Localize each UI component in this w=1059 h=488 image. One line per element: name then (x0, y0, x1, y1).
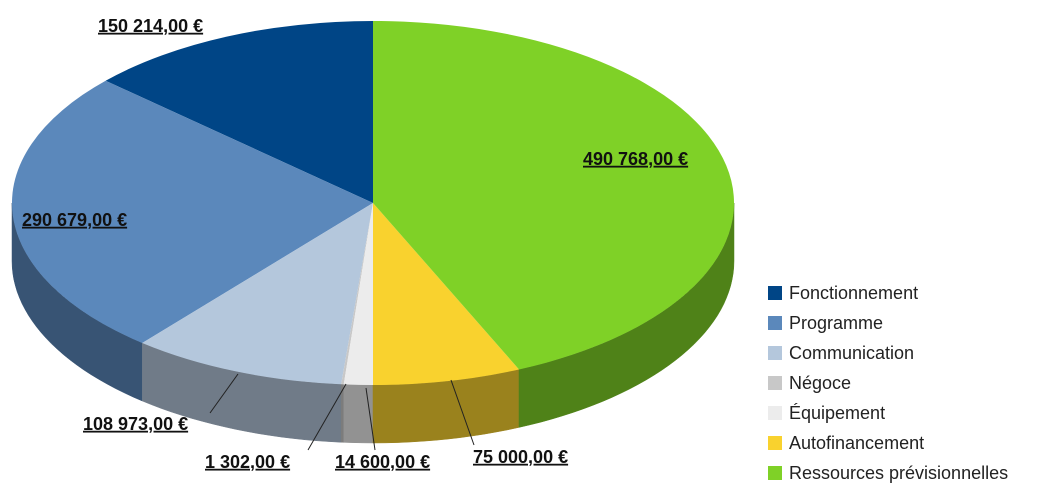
legend-swatch (768, 346, 782, 360)
slice (343, 203, 373, 385)
value-label: 490 768,00 € (583, 149, 688, 169)
leader-line (307, 383, 347, 451)
legend-label: Communication (789, 343, 914, 363)
legend-label: Fonctionnement (789, 283, 918, 303)
legend-label: Équipement (789, 403, 885, 423)
leader-line (209, 373, 239, 414)
slice (373, 21, 734, 370)
labels: 150 214,00 € 290 679,00 € 108 973,00 € 1 30… (22, 16, 688, 472)
slice-side (343, 384, 374, 444)
value-label: 108 973,00 € (83, 414, 188, 434)
legend-label: Autofinancement (789, 433, 924, 453)
leader-line (365, 387, 376, 451)
pie-sides (11, 202, 735, 444)
value-label: 14 600,00 € (335, 452, 430, 472)
legend-swatch (768, 286, 782, 300)
leader-line (450, 379, 475, 446)
slice (373, 203, 520, 385)
value-label: 1 302,00 € (205, 452, 290, 472)
slice (11, 80, 373, 343)
slice (341, 203, 373, 385)
legend-swatch (768, 376, 782, 390)
value-label: 150 214,00 € (98, 16, 203, 36)
legend-label: Ressources prévisionnelles (789, 463, 1008, 483)
legend-label: Négoce (789, 373, 851, 393)
value-label: 290 679,00 € (22, 210, 127, 230)
legend-swatch (768, 436, 782, 450)
slice (142, 203, 373, 385)
slice-side (340, 384, 345, 443)
legend-swatch (768, 466, 782, 480)
value-label: 75 000,00 € (473, 447, 568, 467)
legend: Fonctionnement Programme Communication Négo… (768, 283, 1008, 483)
slice (105, 20, 373, 203)
pie-tops (11, 20, 734, 385)
legend-swatch (768, 316, 782, 330)
slice-side (11, 202, 143, 402)
legend-swatch (768, 406, 782, 420)
legend-label: Programme (789, 313, 883, 333)
